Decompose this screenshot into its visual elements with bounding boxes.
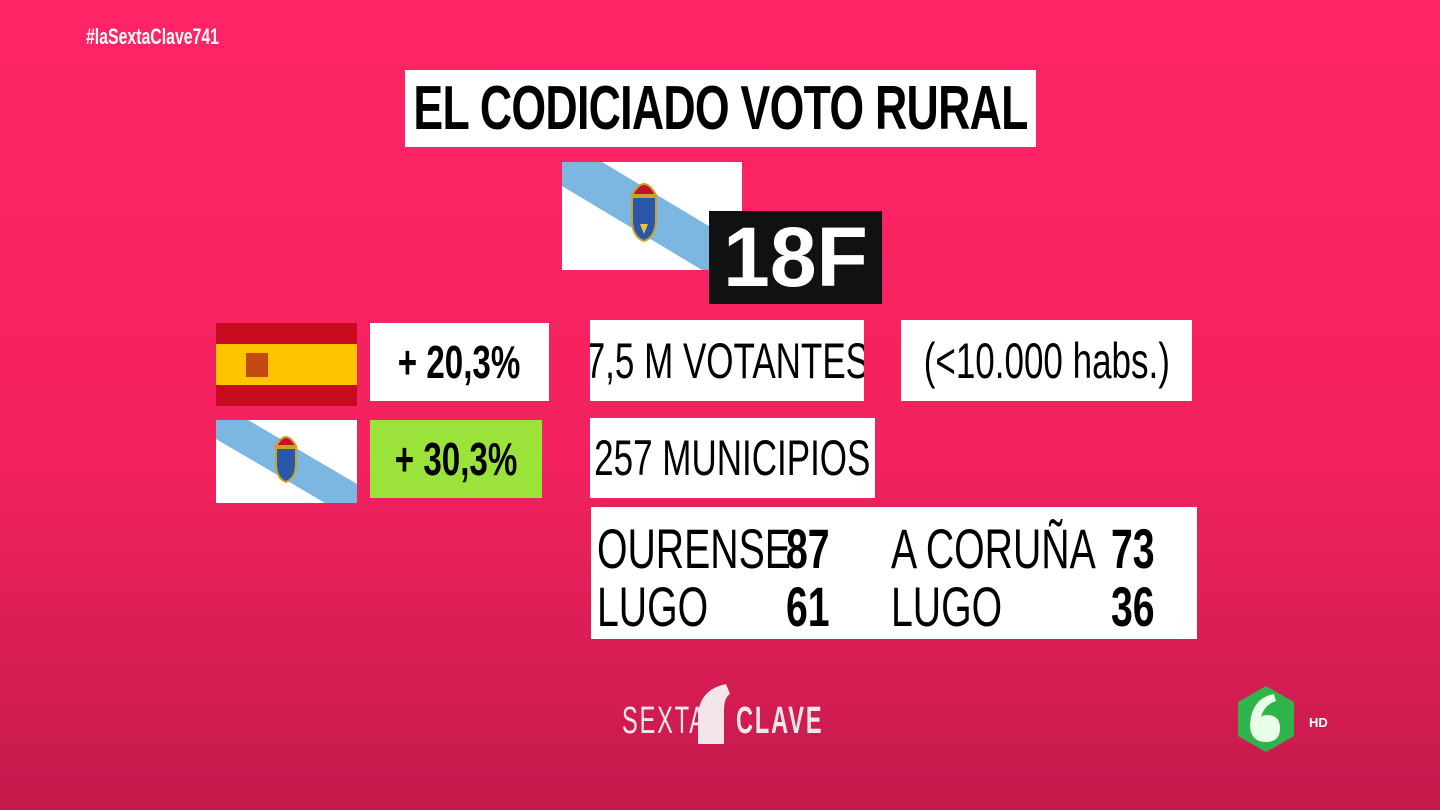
voters: 7,5 M VOTANTES	[590, 332, 864, 389]
province: OURENSE	[597, 517, 791, 580]
municipalities-box: 257 MUNICIPIOS	[590, 418, 875, 498]
province: A CORUÑA	[891, 517, 1096, 580]
province: LUGO	[597, 575, 709, 638]
logo-mark	[698, 684, 730, 744]
galicia-change-box: + 30,3%	[370, 420, 542, 498]
title-box: EL CODICIADO VOTO RURAL	[405, 70, 1036, 147]
province-table: OURENSE 87 A CORUÑA 73 LUGO 61 LUGO 36	[591, 507, 1197, 639]
threshold: (<10.000 habs.)	[923, 332, 1170, 389]
channel-badge: HD	[1309, 715, 1328, 730]
count: 73	[1111, 517, 1155, 580]
hashtag: #laSextaClave741	[86, 24, 219, 49]
galicia-flag-small	[216, 420, 357, 503]
municipalities: 257 MUNICIPIOS	[594, 430, 871, 486]
spain-change: + 20,3%	[398, 336, 521, 388]
spain-change-box: + 20,3%	[370, 323, 549, 401]
count: 87	[786, 517, 830, 580]
title: EL CODICIADO VOTO RURAL	[413, 74, 1028, 143]
province: LUGO	[891, 575, 1003, 638]
date-badge-box: 18F	[709, 211, 882, 304]
galicia-change: + 30,3%	[394, 433, 518, 485]
voters-box: 7,5 M VOTANTES	[590, 320, 864, 401]
channel-logo	[1238, 686, 1294, 752]
spain-flag	[216, 323, 357, 406]
count: 61	[786, 575, 830, 638]
logo-left: SEXTA	[622, 700, 707, 742]
date-badge: 18F	[723, 211, 868, 304]
logo-right: CLAVE	[736, 700, 824, 742]
threshold-box: (<10.000 habs.)	[901, 320, 1192, 401]
count: 36	[1111, 575, 1155, 638]
